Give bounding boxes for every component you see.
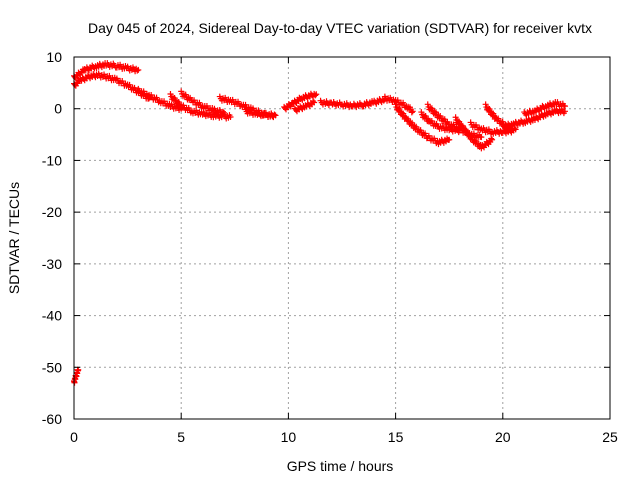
x-tick-label: 25 <box>602 429 618 445</box>
data-point <box>134 67 141 74</box>
axis-ticks: 0 5 10 15 20 25 10 0 -10 -20 -30 -40 -50 -60 <box>42 49 618 445</box>
series-arc-5 <box>178 88 228 118</box>
y-tick-label: -10 <box>42 152 62 168</box>
data-point <box>456 118 463 125</box>
plot-frame <box>73 56 611 420</box>
x-tick-label: 5 <box>177 429 185 445</box>
series-arc-15 <box>452 114 496 152</box>
series-arc-9 <box>291 98 318 115</box>
y-tick-label: -60 <box>42 411 62 427</box>
series-arc-19 <box>521 99 568 119</box>
y-tick-label: 10 <box>46 49 62 65</box>
data-point <box>488 135 495 142</box>
data-point <box>466 130 473 137</box>
data-point <box>392 101 399 108</box>
data-point <box>75 366 82 373</box>
x-tick-label: 0 <box>70 429 78 445</box>
data-point <box>482 101 489 108</box>
data-point <box>478 134 485 141</box>
series-arc-18 <box>499 106 568 132</box>
y-tick-label: -40 <box>42 308 62 324</box>
grid-lines <box>74 57 610 419</box>
series-arc-20 <box>71 366 82 386</box>
data-point <box>313 91 320 98</box>
data-point <box>310 98 317 105</box>
y-axis-label: SDTVAR / TECUs <box>6 182 22 294</box>
data-point <box>220 108 227 115</box>
x-tick-label: 10 <box>281 429 297 445</box>
data-point <box>408 109 415 116</box>
chart-title: Day 045 of 2024, Sidereal Day-to-day VTE… <box>88 20 592 36</box>
data-point <box>272 112 279 119</box>
data-point <box>561 108 568 115</box>
data-point <box>311 99 318 106</box>
data-point <box>462 126 469 133</box>
data-point <box>409 108 416 115</box>
x-tick-label: 20 <box>495 429 511 445</box>
series-arc-10 <box>317 96 388 111</box>
y-tick-label: -20 <box>42 204 62 220</box>
data-point <box>312 92 319 99</box>
data-point <box>561 103 568 110</box>
data-point <box>227 113 234 120</box>
x-axis-label: GPS time / hours <box>287 458 394 474</box>
data-point <box>396 105 403 112</box>
y-tick-label: -50 <box>42 359 62 375</box>
data-point <box>446 136 453 143</box>
series-arc-12 <box>392 101 453 148</box>
series-arc-7 <box>242 106 279 121</box>
data-point <box>489 136 496 143</box>
series-arc-2 <box>71 60 142 82</box>
data-point <box>490 110 497 117</box>
data-point <box>512 126 519 133</box>
data-point <box>400 110 407 117</box>
y-tick-label: -30 <box>42 256 62 272</box>
y-tick-label: 0 <box>54 101 62 117</box>
data-point <box>452 114 459 121</box>
series-arc-8 <box>281 90 320 113</box>
data-point <box>271 111 278 118</box>
data-point <box>486 105 493 112</box>
data-point <box>135 66 142 73</box>
x-tick-label: 15 <box>388 429 404 445</box>
data-point <box>221 109 228 116</box>
data-points <box>71 60 568 386</box>
data-point <box>287 103 294 110</box>
